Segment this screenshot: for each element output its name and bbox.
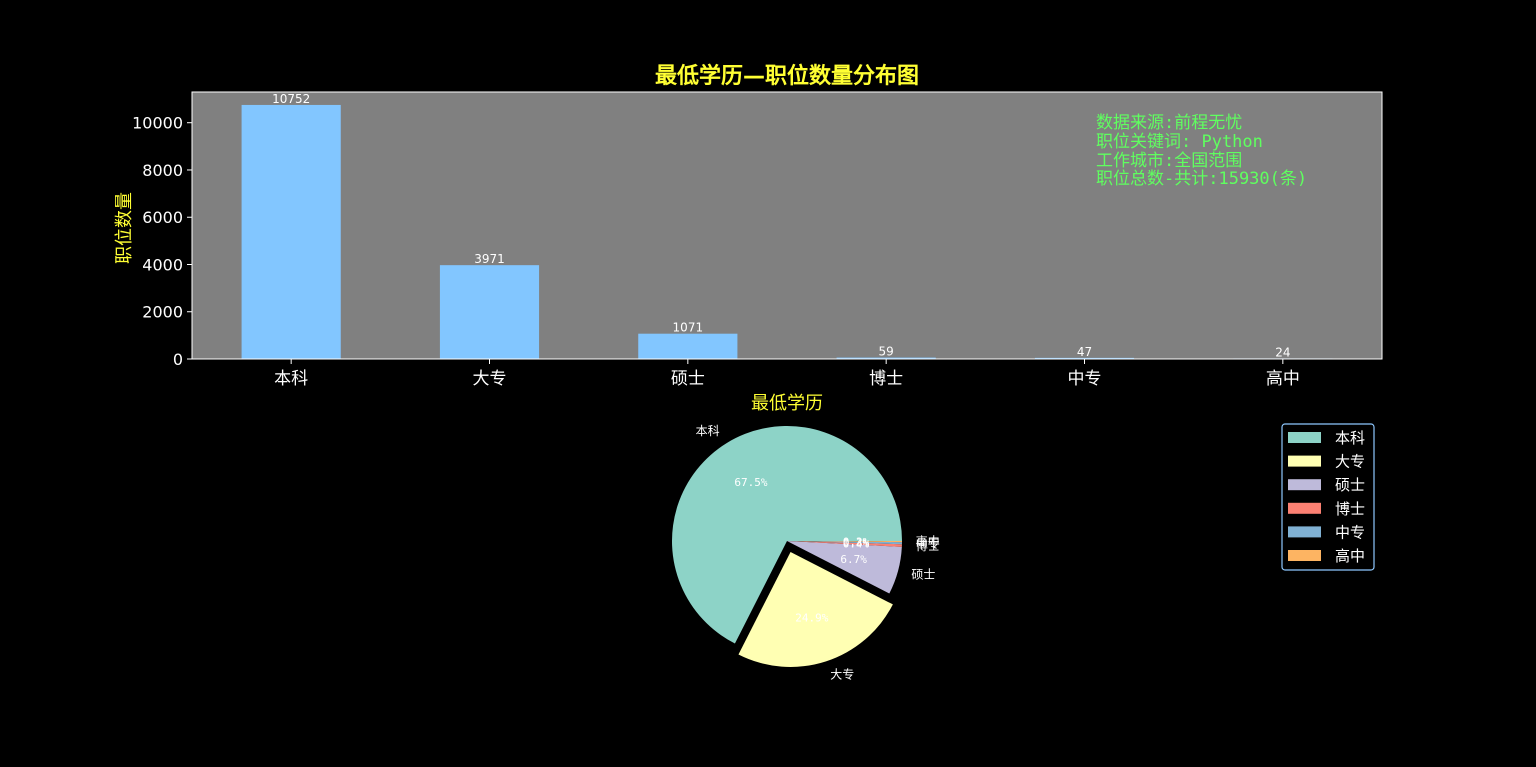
pie-percent-label: 0.2% [843, 535, 870, 548]
annotation-line-source: 数据来源:前程无忧 [1096, 113, 1242, 133]
legend-label: 中专 [1335, 523, 1365, 541]
annotation-line-city: 工作城市:全国范围 [1096, 151, 1242, 171]
pie-slice-本科 [671, 425, 902, 644]
legend-swatch [1288, 550, 1321, 561]
y-tick-label: 4000 [142, 255, 183, 274]
bar-中专 [1034, 357, 1135, 359]
legend-swatch [1288, 432, 1321, 443]
x-tick-label: 中专 [1068, 369, 1102, 389]
pie-percent-label: 67.5% [734, 476, 767, 489]
bar-plot-area [192, 92, 1382, 359]
bar-plot-frame [191, 91, 1383, 360]
legend-label: 博士 [1335, 500, 1365, 518]
legend-label: 硕士 [1335, 476, 1365, 494]
pie-percent-label: 24.9% [795, 612, 828, 625]
legend-label: 本科 [1335, 429, 1365, 447]
bar-博士 [836, 357, 936, 359]
pie-category-label: 本科 [696, 424, 720, 438]
pie-slice-中专 [787, 541, 902, 545]
legend-swatch [1288, 526, 1321, 538]
bar-chart: 10752 3971 1071 59 47 24 0 2000 4000 6000 8000 100… [114, 63, 1383, 414]
pie-category-label: 大专 [830, 666, 854, 681]
legend-label: 大专 [1335, 453, 1365, 471]
legend-swatch [1288, 502, 1321, 514]
pie-category-label: 高中 [916, 534, 940, 549]
bar-value-label: 1071 [673, 321, 704, 335]
legend-swatch [1288, 455, 1321, 467]
y-tick-label: 2000 [142, 303, 183, 322]
bar-value-label: 10752 [272, 92, 310, 106]
bar-value-label: 24 [1275, 345, 1290, 359]
y-tick-label: 6000 [142, 208, 183, 227]
pie-slice-博士 [787, 541, 902, 547]
pie-slice-硕士 [787, 541, 902, 594]
bar-大专 [439, 265, 540, 359]
bar-本科 [241, 104, 341, 359]
bar-x-axis-label: 最低学历 [751, 393, 823, 414]
pie-slice-高中 [787, 541, 902, 543]
y-tick-label: 8000 [142, 161, 183, 180]
y-tick-label: 10000 [132, 114, 183, 133]
pie-percent-label: 6.7% [840, 553, 867, 566]
bar-chart-title: 最低学历—职位数量分布图 [655, 63, 919, 89]
annotation-line-keyword: 职位关键词: Python [1096, 132, 1263, 152]
bar-value-label: 59 [879, 345, 894, 359]
bar-value-label: 3971 [474, 252, 505, 266]
x-tick-label: 高中 [1266, 369, 1300, 389]
legend-label: 高中 [1335, 547, 1365, 565]
bar-硕士 [638, 333, 738, 359]
data-source-annotation: 数据来源:前程无忧 职位关键词: Python 工作城市:全国范围 职位总数-共… [1096, 113, 1307, 189]
x-tick-label: 硕士 [671, 369, 705, 389]
x-tick-label: 大专 [473, 369, 507, 389]
pie-category-label: 中专 [916, 535, 940, 550]
x-tick-label: 博士 [869, 369, 903, 389]
annotation-line-total: 职位总数-共计:15930(条) [1096, 169, 1307, 189]
bar-y-axis-label: 职位数量 [114, 192, 135, 264]
pie-percent-label: 0.4% [843, 538, 870, 551]
legend-swatch [1288, 479, 1321, 491]
x-tick-label: 本科 [274, 369, 308, 389]
y-tick-label: 0 [173, 350, 183, 369]
pie-percent-label: 0.3% [843, 536, 870, 549]
pie-category-label: 博士 [916, 538, 940, 553]
pie-category-label: 硕士 [911, 567, 935, 581]
bar-value-label: 47 [1077, 345, 1092, 359]
pie-slice-大专 [738, 551, 893, 667]
